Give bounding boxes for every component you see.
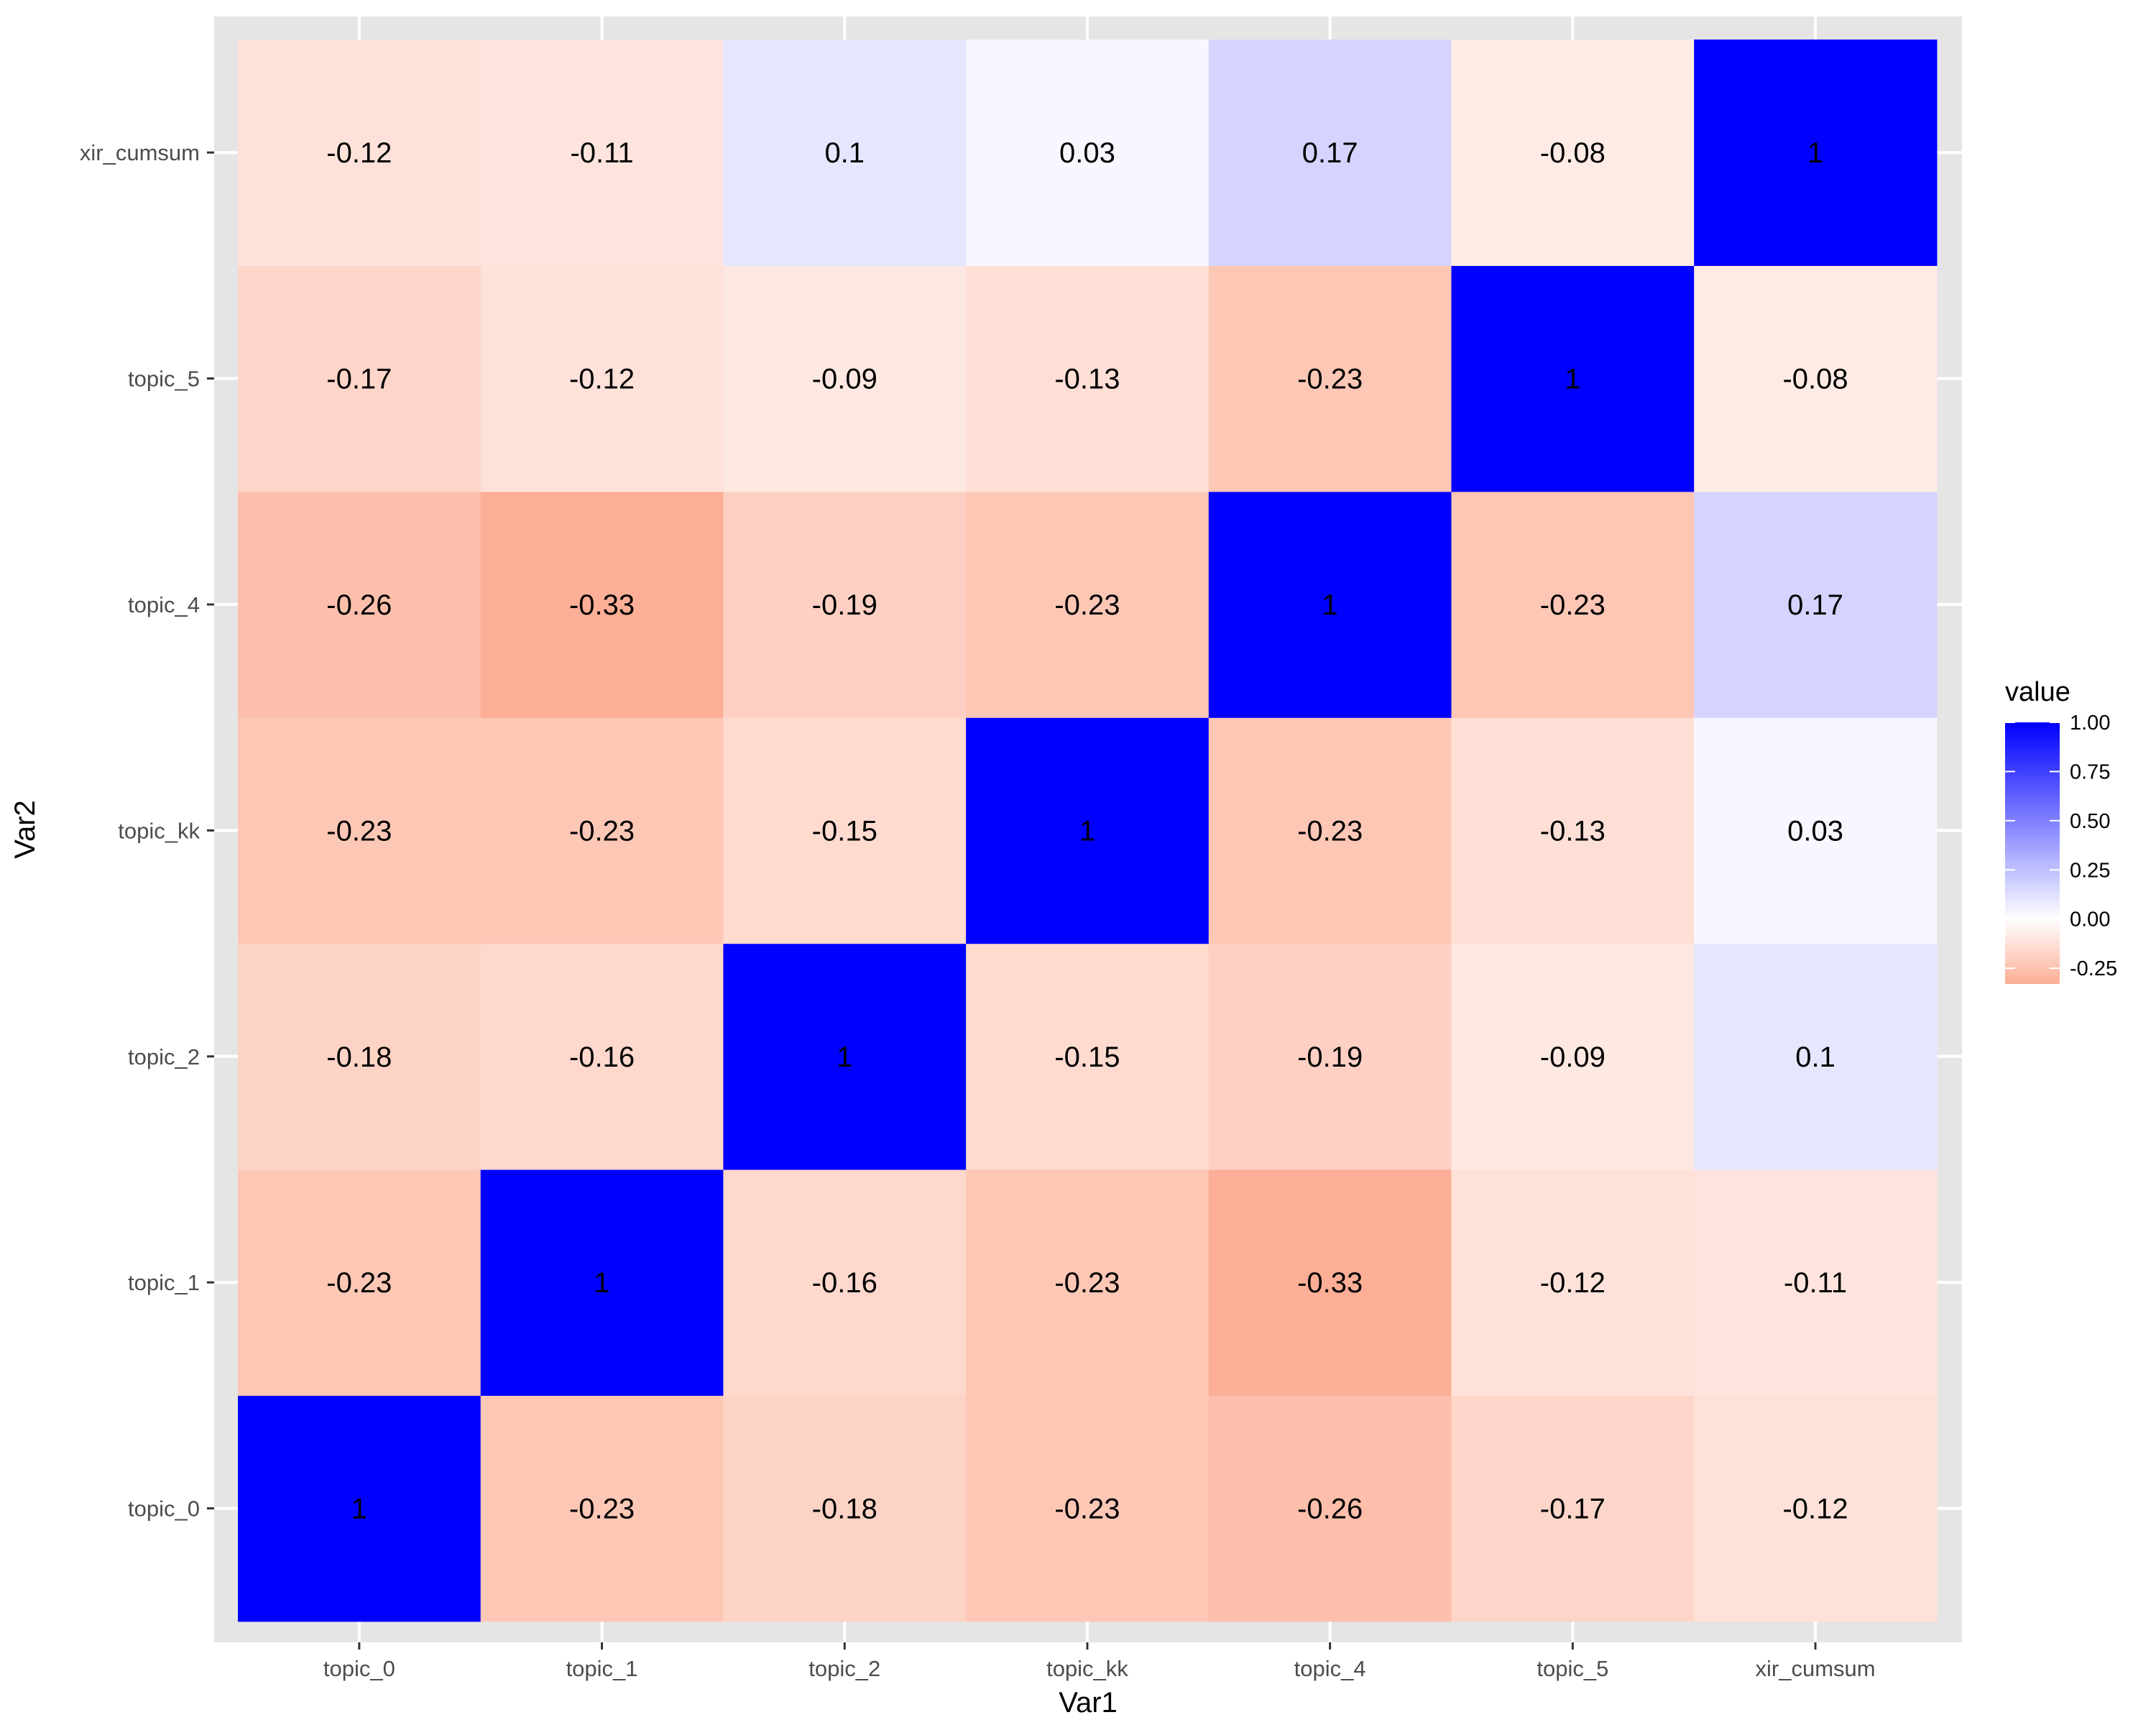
legend-break-label: 1.00 xyxy=(2070,712,2110,735)
legend-break-label: -0.25 xyxy=(2070,957,2117,980)
cell-value-label: -0.19 xyxy=(812,589,877,621)
cell-value-label: -0.17 xyxy=(326,364,392,395)
legend-break-label: 0.25 xyxy=(2070,859,2110,882)
cell-value-label: -0.11 xyxy=(570,137,633,169)
cell-value-label: -0.33 xyxy=(569,589,635,621)
cell-value-label: -0.23 xyxy=(1540,589,1606,621)
x-tick-label: topic_2 xyxy=(808,1656,880,1681)
cell-value-label: -0.08 xyxy=(1782,364,1848,395)
cell-value-label: 0.17 xyxy=(1787,589,1843,621)
y-tick-label: topic_2 xyxy=(128,1044,200,1070)
cell-value-label: -0.23 xyxy=(326,815,392,847)
cell-value-label: 0.17 xyxy=(1302,137,1358,169)
cell-value-label: -0.23 xyxy=(1297,364,1363,395)
cell-value-label: 1 xyxy=(1807,137,1823,169)
cell-value-label: -0.26 xyxy=(1297,1494,1363,1525)
x-tick-label: topic_5 xyxy=(1537,1656,1608,1681)
cell-value-label: -0.13 xyxy=(1540,815,1606,847)
cell-value-label: 1 xyxy=(1322,589,1338,621)
y-tick-label: xir_cumsum xyxy=(80,140,200,165)
cell-value-label: -0.23 xyxy=(1054,1267,1120,1299)
legend-title: value xyxy=(2005,677,2070,707)
x-axis-title: Var1 xyxy=(1059,1687,1118,1719)
x-tick-label: topic_1 xyxy=(566,1656,638,1681)
cell-value-label: 0.03 xyxy=(1059,137,1115,169)
cell-value-label: -0.23 xyxy=(1297,815,1363,847)
x-tick-label: topic_0 xyxy=(323,1656,395,1681)
x-tick-label: topic_4 xyxy=(1294,1656,1366,1681)
cell-value-label: 1 xyxy=(351,1494,367,1525)
legend-break-label: 0.00 xyxy=(2070,908,2110,932)
cell-value-label: 1 xyxy=(1079,815,1095,847)
y-tick-label: topic_kk xyxy=(118,818,200,843)
cell-value-label: -0.12 xyxy=(326,137,392,169)
y-tick-label: topic_1 xyxy=(128,1270,200,1295)
x-axis: topic_0 topic_1 topic_2 topic_kk topic_4 topi… xyxy=(323,1642,1876,1681)
cell-value-label: -0.23 xyxy=(569,815,635,847)
cell-value-label: -0.16 xyxy=(812,1267,877,1299)
cell-value-label: -0.15 xyxy=(1054,1041,1120,1073)
legend-break-label: 0.75 xyxy=(2070,760,2110,783)
y-tick-label: topic_0 xyxy=(128,1496,200,1522)
cell-value-label: -0.12 xyxy=(569,364,635,395)
cell-value-label: -0.26 xyxy=(326,589,392,621)
color-legend: value 1.00 0.75 0.50 0.25 0.00 -0.25 xyxy=(2005,677,2117,984)
cell-value-label: -0.17 xyxy=(1540,1494,1606,1525)
cell-value-label: -0.09 xyxy=(812,364,877,395)
cell-value-label: -0.23 xyxy=(1054,589,1120,621)
x-tick-label: xir_cumsum xyxy=(1756,1656,1876,1681)
cell-value-label: -0.18 xyxy=(812,1494,877,1525)
legend-color-bar xyxy=(2005,722,2060,984)
legend-break-label: 0.50 xyxy=(2070,810,2110,833)
cell-value-label: -0.19 xyxy=(1297,1041,1363,1073)
y-tick-label: topic_5 xyxy=(128,367,200,392)
y-axis-title: Var2 xyxy=(9,800,41,859)
cell-value-label: -0.16 xyxy=(569,1041,635,1073)
cell-value-label: -0.09 xyxy=(1540,1041,1606,1073)
cell-value-label: -0.08 xyxy=(1540,137,1606,169)
cell-value-label: -0.13 xyxy=(1054,364,1120,395)
cell-value-label: -0.12 xyxy=(1540,1267,1606,1299)
cell-value-label: -0.18 xyxy=(326,1041,392,1073)
cell-value-label: -0.11 xyxy=(1784,1267,1847,1299)
cell-value-label: -0.23 xyxy=(569,1494,635,1525)
x-tick-label: topic_kk xyxy=(1046,1656,1128,1681)
cell-value-label: 1 xyxy=(594,1267,609,1299)
cell-value-label: -0.23 xyxy=(326,1267,392,1299)
y-tick-label: topic_4 xyxy=(128,592,200,617)
cell-value-label: 0.1 xyxy=(824,137,865,169)
cell-value-label: 0.03 xyxy=(1787,815,1843,847)
cell-value-label: 0.1 xyxy=(1795,1041,1835,1073)
cell-value-label: -0.12 xyxy=(1782,1494,1848,1525)
cell-value-label: -0.15 xyxy=(812,815,877,847)
y-axis: topic_0 topic_1 topic_2 topic_kk topic_4 topi… xyxy=(80,140,214,1521)
cell-value-label: 1 xyxy=(1565,364,1580,395)
cell-value-label: -0.33 xyxy=(1297,1267,1363,1299)
cell-value-label: -0.23 xyxy=(1054,1494,1120,1525)
cell-value-label: 1 xyxy=(837,1041,852,1073)
